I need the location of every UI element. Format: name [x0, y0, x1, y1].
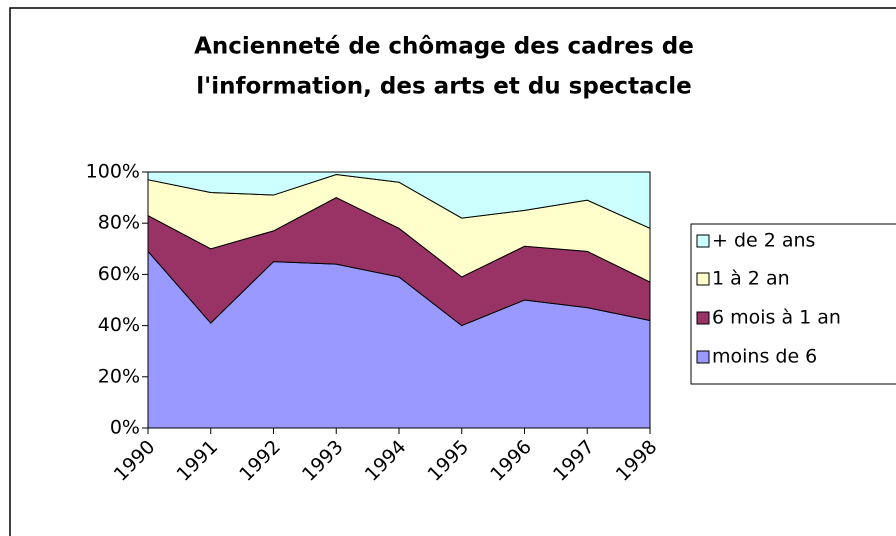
legend-swatch	[696, 350, 710, 364]
chart-title: Ancienneté de chômage des cadres de	[194, 34, 694, 60]
y-tick-label: 60%	[98, 263, 140, 285]
legend-label: + de 2 ans	[712, 230, 815, 252]
y-tick-label: 40%	[98, 314, 140, 336]
legend	[690, 223, 896, 385]
y-tick-label: 20%	[98, 365, 140, 387]
y-tick-label: 80%	[98, 212, 140, 234]
y-tick-label: 0%	[110, 417, 140, 439]
legend-label: 1 à 2 an	[712, 268, 790, 290]
legend-label: 6 mois à 1 an	[712, 307, 841, 329]
chart-title: l'information, des arts et du spectacle	[196, 74, 691, 100]
area	[147, 171, 651, 230]
legend-swatch	[696, 272, 710, 286]
y-tick-label: 100%	[86, 161, 140, 183]
legend-label: moins de 6	[712, 346, 817, 368]
legend-swatch	[696, 234, 710, 248]
legend-swatch	[696, 311, 710, 325]
